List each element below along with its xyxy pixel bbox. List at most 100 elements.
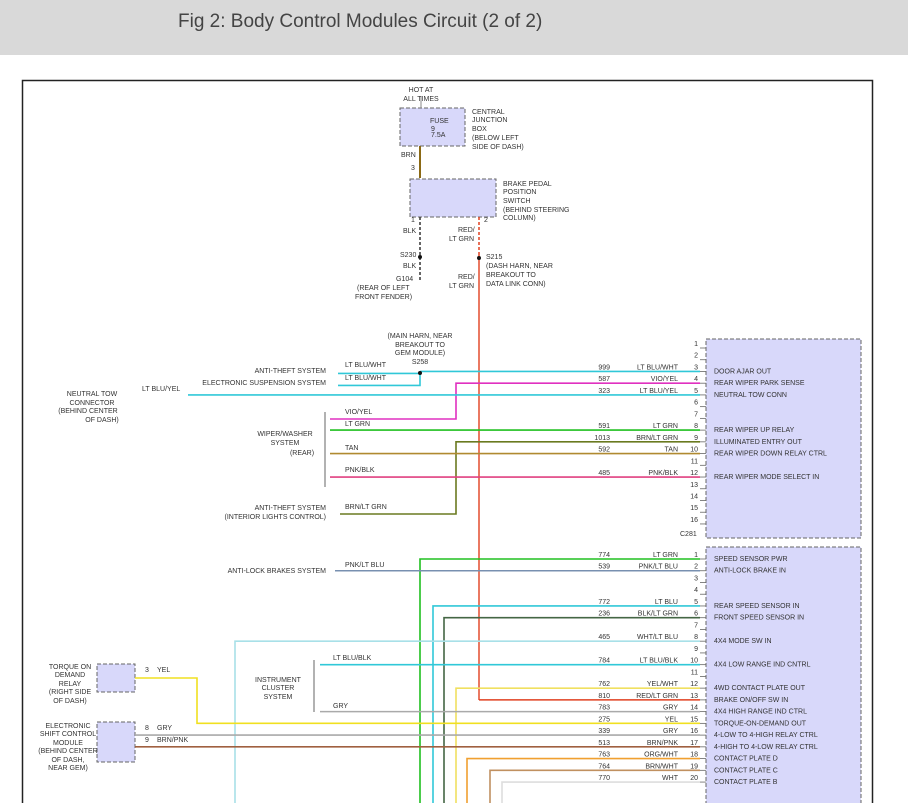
wire-color: LT GRN <box>653 552 678 559</box>
label: RED/ <box>458 227 475 234</box>
pin-number: 14 <box>690 493 698 500</box>
page-title: Fig 2: Body Control Modules Circuit (2 o… <box>178 11 542 32</box>
label: ELECTRONIC SUSPENSION SYSTEM <box>202 380 326 387</box>
pin-function: SPEED SENSOR PWR <box>714 556 788 563</box>
pin-number: 6 <box>694 400 698 407</box>
label: 7.5A <box>431 132 446 139</box>
pin-number: 15 <box>690 716 698 723</box>
wire <box>340 441 700 515</box>
pin-number: 10 <box>690 447 698 454</box>
label: HOT AT <box>409 87 434 94</box>
pin-number: 1 <box>694 341 698 348</box>
wire-color: PNK/LT BLU <box>639 564 678 571</box>
pin-number: 18 <box>690 752 698 759</box>
label: LT BLU/YEL <box>142 386 180 393</box>
diagram-frame <box>21 79 874 803</box>
pin-function: 4X4 HIGH RANGE IND CTRL <box>714 709 807 716</box>
label: CONNECTOR <box>70 400 115 407</box>
label: (BELOW LEFT <box>472 135 519 142</box>
wire-color: RED/LT GRN <box>636 693 678 700</box>
pin-number: 10 <box>690 658 698 665</box>
label: 2 <box>484 217 488 224</box>
label: DATA LINK CONN) <box>486 281 546 288</box>
label: CENTRAL <box>472 109 505 116</box>
pin-number: 13 <box>690 482 698 489</box>
switch-box <box>409 178 497 218</box>
label: BRN/LT GRN <box>345 504 387 511</box>
circuit-number: 764 <box>598 763 610 770</box>
label: SYSTEM <box>264 694 293 701</box>
label: WIPER/WASHER <box>257 431 312 438</box>
wire <box>466 757 700 803</box>
pin-function: 4-HIGH TO 4-LOW RELAY CTRL <box>714 744 818 751</box>
circuit-number: 485 <box>598 470 610 477</box>
label: SIDE OF DASH) <box>472 144 524 151</box>
wire-color: BLK/LT GRN <box>638 611 678 618</box>
pin-function: REAR SPEED SENSOR IN <box>714 603 800 610</box>
circuit-number: 465 <box>598 634 610 641</box>
wire-color: WHT <box>662 775 679 782</box>
relay-box <box>96 663 136 693</box>
label: (BEHIND CENTER <box>58 408 118 415</box>
label: S230 <box>400 252 416 259</box>
pin-number: 3 <box>694 364 698 371</box>
pin-function: 4X4 MODE SW IN <box>714 638 772 645</box>
label: (INTERIOR LIGHTS CONTROL) <box>224 514 326 521</box>
label: PNK/BLK <box>345 467 375 474</box>
wire-color: BRN/PNK <box>647 740 678 747</box>
connector-name: C281 <box>680 531 697 538</box>
label: 1 <box>411 217 415 224</box>
wire <box>330 382 700 420</box>
circuit-number: 999 <box>598 364 610 371</box>
wire-color: LT BLU/WHT <box>637 364 679 371</box>
label: GEM MODULE) <box>395 350 445 357</box>
pin-function: CONTACT PLATE C <box>714 767 778 774</box>
label: ELECTRONIC <box>45 723 90 730</box>
pin-function: 4X4 LOW RANGE IND CNTRL <box>714 662 811 669</box>
circuit-number: 770 <box>598 775 610 782</box>
label: YEL <box>157 667 170 674</box>
pin-number: 14 <box>690 705 698 712</box>
pin-number: 11 <box>691 669 698 676</box>
pin-number: 1 <box>694 552 698 559</box>
pin-number: 5 <box>694 388 698 395</box>
label: OF DASH) <box>85 417 118 424</box>
pin-function: ANTI-LOCK BRAKE IN <box>714 568 786 575</box>
label: SWITCH <box>503 198 531 205</box>
pin-number: 16 <box>690 728 698 735</box>
label: ALL TIMES <box>403 96 439 103</box>
label: TORQUE ON <box>49 664 91 671</box>
pin-number: 11 <box>691 458 698 465</box>
circuit-number: 513 <box>598 740 610 747</box>
pin-number: 2 <box>694 353 698 360</box>
label: BRN/PNK <box>157 737 188 744</box>
wire <box>338 372 421 387</box>
circuit-number: 592 <box>598 447 610 454</box>
pin-number: 12 <box>690 681 698 688</box>
label: S215 <box>486 254 502 261</box>
label: CLUSTER <box>262 685 295 692</box>
label: DEMAND <box>55 672 85 679</box>
label: BLK <box>403 263 417 270</box>
label: LT GRN <box>345 421 370 428</box>
label: ANTI-LOCK BRAKES SYSTEM <box>228 568 327 575</box>
label: (REAR OF LEFT <box>357 285 410 292</box>
label: (DASH HARN, NEAR <box>486 263 553 270</box>
circuit-number: 1013 <box>594 435 610 442</box>
wire <box>234 640 700 803</box>
label: S258 <box>412 359 428 366</box>
label: 3 <box>411 165 415 172</box>
pin-function: DOOR AJAR OUT <box>714 368 772 375</box>
wire <box>501 781 700 803</box>
wire-color: BRN/WHT <box>645 763 678 770</box>
pin-number: 19 <box>690 763 698 770</box>
pin-function: CONTACT PLATE B <box>714 779 778 786</box>
wire-color: LT BLU/YEL <box>640 388 678 395</box>
label: (MAIN HARN, NEAR <box>388 333 453 340</box>
pin-number: 9 <box>694 646 698 653</box>
wire-color: BRN/LT GRN <box>636 435 678 442</box>
label: RED/ <box>458 274 475 281</box>
circuit-number: 275 <box>598 716 610 723</box>
label: TAN <box>345 445 358 452</box>
